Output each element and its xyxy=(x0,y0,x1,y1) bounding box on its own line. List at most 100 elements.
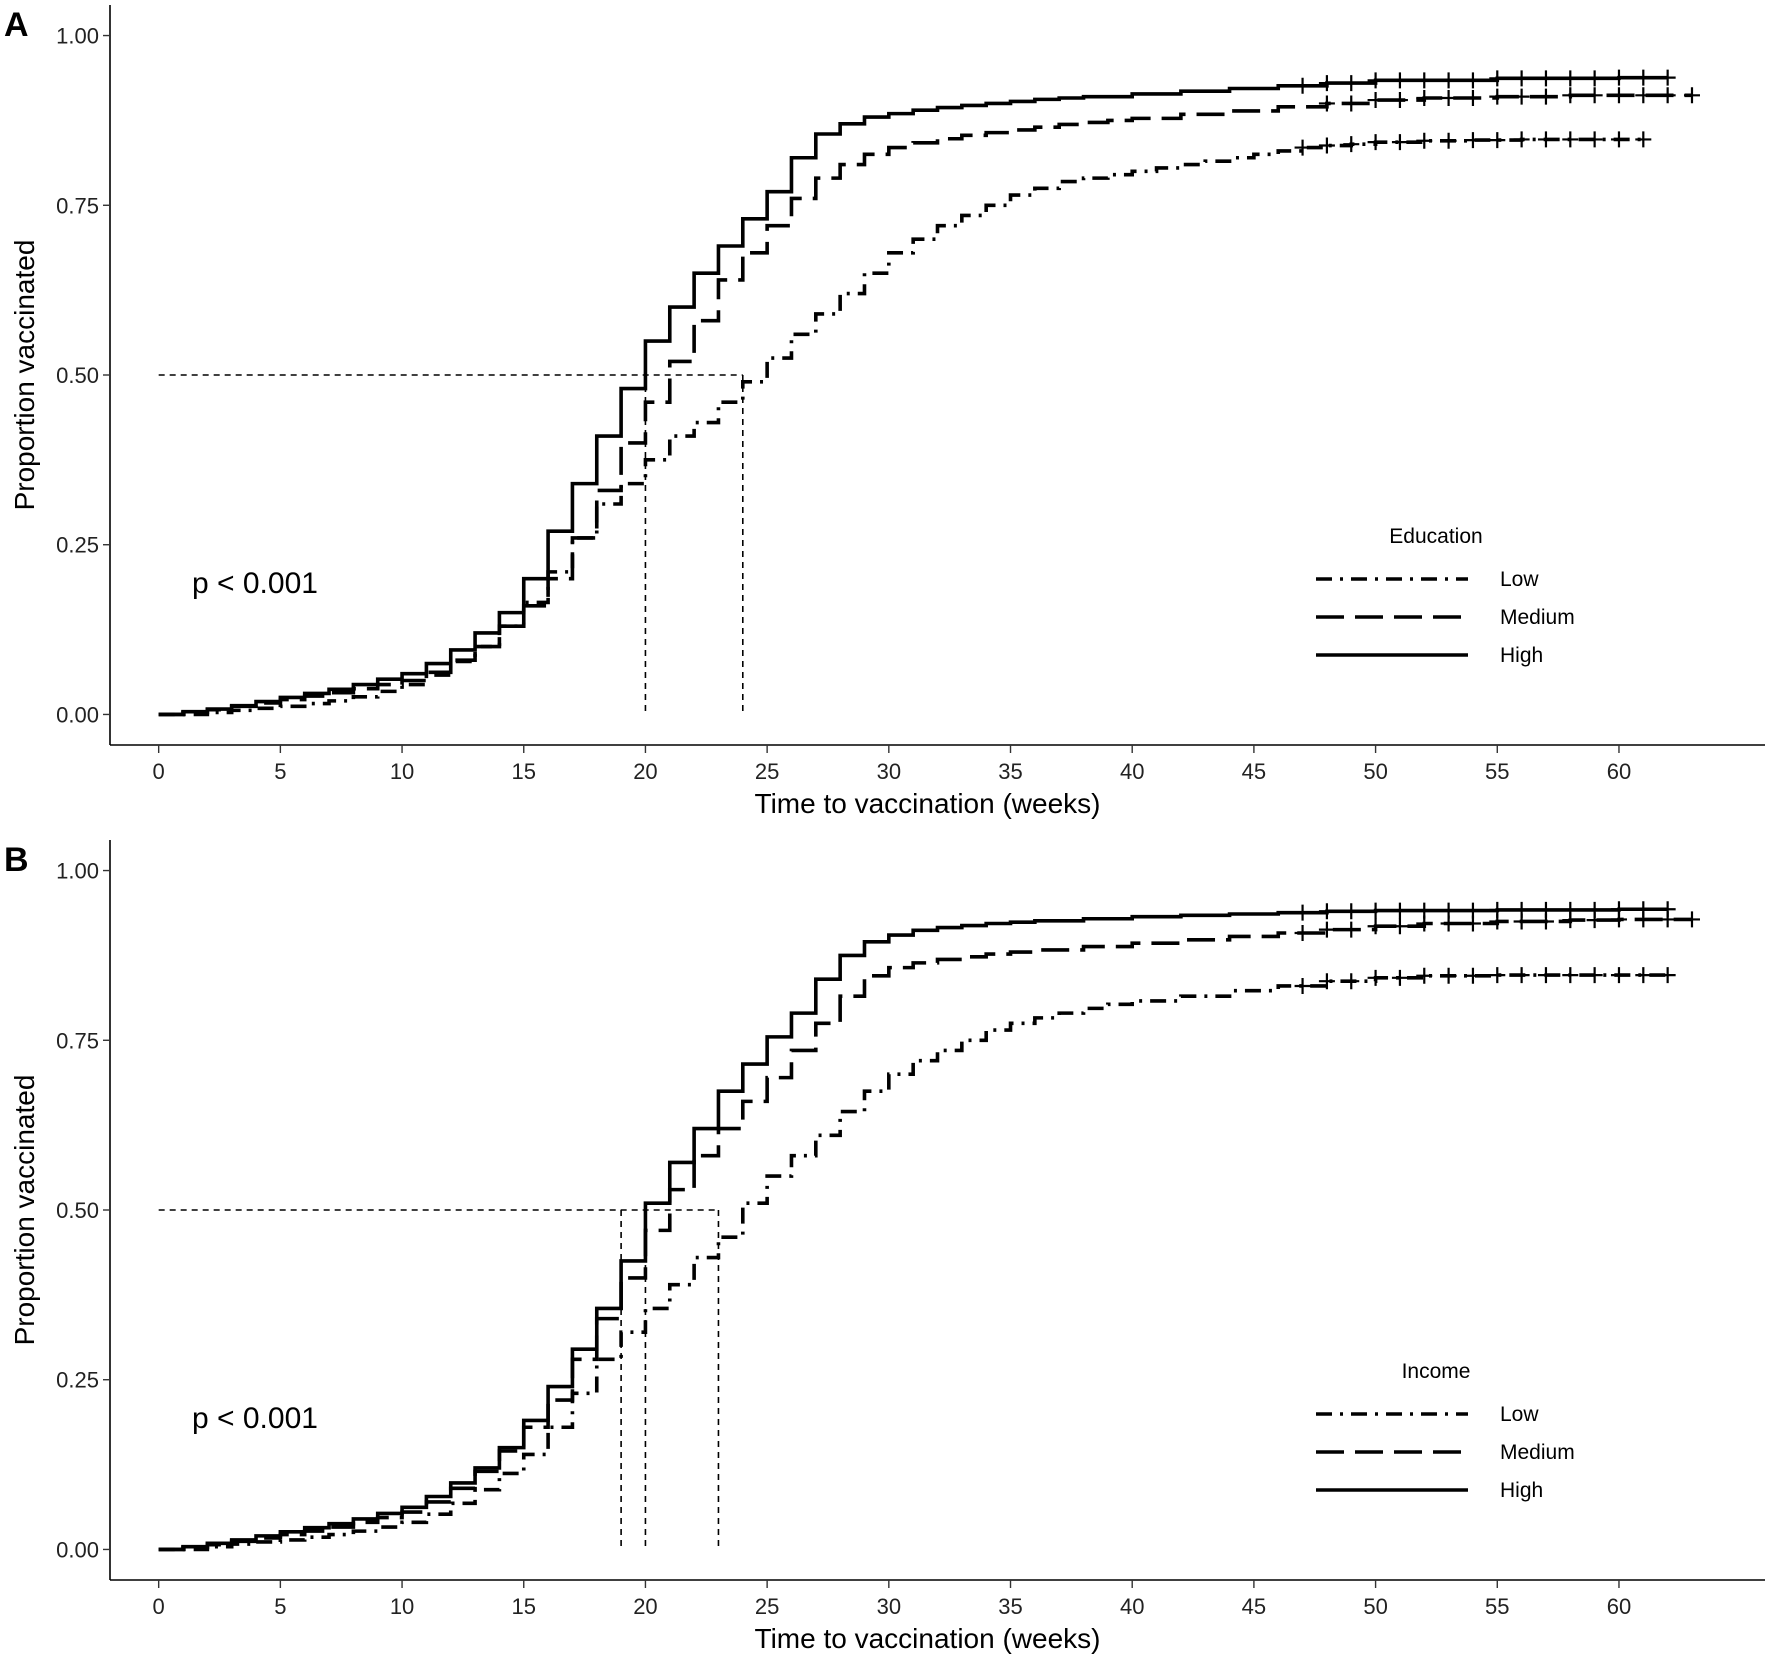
x-axis-title: Time to vaccination (weeks) xyxy=(755,1623,1101,1654)
censor-mark-high xyxy=(1537,70,1554,87)
censor-mark-high xyxy=(1635,901,1652,918)
censor-mark-low xyxy=(1659,967,1676,984)
censor-mark-low xyxy=(1367,969,1384,986)
censor-mark-medium xyxy=(1343,95,1360,112)
censor-mark-medium xyxy=(1683,911,1700,928)
x-tick-label: 15 xyxy=(512,759,536,784)
panel-letter-b: B xyxy=(4,841,29,879)
x-tick-label: 5 xyxy=(274,759,286,784)
censor-mark-low xyxy=(1464,967,1481,984)
legend-label-medium: Medium xyxy=(1500,606,1575,629)
y-tick-label: 0.00 xyxy=(56,702,99,727)
censor-mark-low xyxy=(1343,136,1360,153)
x-tick-label: 30 xyxy=(877,759,901,784)
censor-mark-high xyxy=(1586,70,1603,87)
x-tick-label: 0 xyxy=(153,1594,165,1619)
legend-label-high: High xyxy=(1500,644,1543,667)
x-tick-label: 40 xyxy=(1120,1594,1144,1619)
censor-mark-medium xyxy=(1294,925,1311,942)
censor-mark-high xyxy=(1635,69,1652,86)
censor-mark-high xyxy=(1610,901,1627,918)
chart-b-plot: 0.00 0.25 0.50 0.75 1.00 0 5 10 15 20 25 30 35 40 45 50… xyxy=(9,840,1765,1654)
y-tick-label: 0.50 xyxy=(56,1198,99,1223)
censor-mark-high xyxy=(1586,901,1603,918)
censor-mark-low xyxy=(1416,967,1433,984)
censor-mark-medium xyxy=(1391,92,1408,109)
censor-mark-low xyxy=(1635,131,1652,148)
p-value-annotation: p < 0.001 xyxy=(192,1402,318,1435)
x-tick-label: 55 xyxy=(1485,759,1509,784)
x-tick-label: 60 xyxy=(1607,1594,1631,1619)
x-tick-label: 45 xyxy=(1242,759,1266,784)
legend-label-medium: Medium xyxy=(1500,1441,1575,1464)
censor-mark-medium xyxy=(1343,921,1360,938)
y-axis-title: Proportion vaccinated xyxy=(9,240,40,511)
censor-mark-high xyxy=(1464,902,1481,919)
censor-mark-low xyxy=(1294,139,1311,156)
censor-mark-medium xyxy=(1659,87,1676,104)
censor-mark-high xyxy=(1391,902,1408,919)
x-tick-label: 20 xyxy=(633,759,657,784)
x-axis-title: Time to vaccination (weeks) xyxy=(755,788,1101,819)
censor-mark-high xyxy=(1562,901,1579,918)
censor-mark-medium xyxy=(1562,87,1579,104)
panel-b: B 0.00 0.25 0.50 0.75 1.00 0 5 10 15 20 25 30 35 40 45… xyxy=(0,835,1772,1670)
censor-mark-medium xyxy=(1367,92,1384,109)
x-tick-label: 50 xyxy=(1363,759,1387,784)
legend-title: Income xyxy=(1402,1360,1471,1383)
censor-mark-high xyxy=(1343,75,1360,92)
censor-mark-medium xyxy=(1683,87,1700,104)
censor-mark-low xyxy=(1416,132,1433,149)
censor-mark-low xyxy=(1294,977,1311,994)
censor-mark-low xyxy=(1610,967,1627,984)
series-line-medium xyxy=(158,93,1692,717)
censor-mark-high xyxy=(1489,70,1506,87)
x-tick-label: 10 xyxy=(390,1594,414,1619)
chart-b-svg: B 0.00 0.25 0.50 0.75 1.00 0 5 10 15 20 25 30 35 40 45… xyxy=(4,840,1765,1654)
censor-mark-high xyxy=(1294,904,1311,921)
series-line-high xyxy=(158,907,1668,1552)
censor-mark-high xyxy=(1659,69,1676,86)
censor-mark-medium xyxy=(1513,88,1530,105)
censor-mark-high xyxy=(1513,70,1530,87)
y-tick-label: 0.00 xyxy=(56,1537,99,1562)
y-tick-label: 0.25 xyxy=(56,533,99,558)
censor-mark-high xyxy=(1318,75,1335,92)
p-value-annotation: p < 0.001 xyxy=(192,567,318,600)
censor-mark-high xyxy=(1416,72,1433,89)
chart-a-svg: A 0.00 0.25 0.50 0.75 1.00 0 5 10 15 20 25 30 35 40 45… xyxy=(4,5,1765,819)
legend-label-low: Low xyxy=(1500,1403,1539,1426)
censor-mark-low xyxy=(1562,131,1579,148)
series-line-high xyxy=(158,75,1668,717)
x-tick-label: 60 xyxy=(1607,759,1631,784)
x-tick-label: 25 xyxy=(755,759,779,784)
x-tick-label: 10 xyxy=(390,759,414,784)
censor-mark-low xyxy=(1513,967,1530,984)
censor-mark-low xyxy=(1513,131,1530,148)
censor-mark-medium xyxy=(1464,90,1481,107)
censor-mark-low xyxy=(1562,967,1579,984)
censor-mark-high xyxy=(1440,902,1457,919)
x-tick-label: 5 xyxy=(274,1594,286,1619)
censor-mark-low xyxy=(1367,134,1384,151)
censor-mark-medium xyxy=(1489,88,1506,105)
censor-mark-high xyxy=(1489,901,1506,918)
legend-title: Education xyxy=(1389,525,1482,548)
censor-mark-high xyxy=(1343,903,1360,920)
censor-mark-high xyxy=(1318,903,1335,920)
censor-mark-low xyxy=(1586,131,1603,148)
censor-mark-medium xyxy=(1416,90,1433,107)
censor-mark-low xyxy=(1537,131,1554,148)
censor-mark-medium xyxy=(1537,88,1554,105)
chart-a-plot: 0.00 0.25 0.50 0.75 1.00 0 5 10 15 20 25 30 35 40 45 50… xyxy=(9,5,1765,819)
series-line-medium xyxy=(158,917,1692,1552)
y-tick-label: 0.75 xyxy=(56,193,99,218)
censor-mark-low xyxy=(1489,132,1506,149)
x-tick-label: 25 xyxy=(755,1594,779,1619)
censor-mark-low xyxy=(1440,967,1457,984)
x-tick-label: 0 xyxy=(153,759,165,784)
legend-label-high: High xyxy=(1500,1479,1543,1502)
censor-mark-medium xyxy=(1586,87,1603,104)
y-tick-label: 1.00 xyxy=(56,859,99,884)
x-tick-label: 45 xyxy=(1242,1594,1266,1619)
